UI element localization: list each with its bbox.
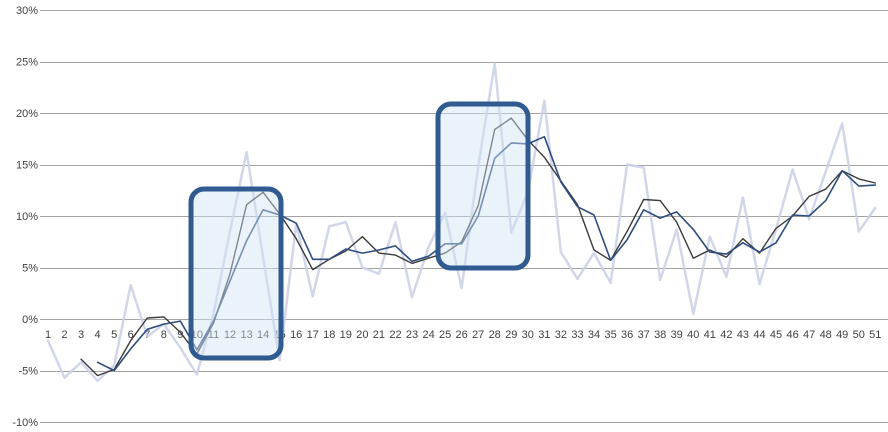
x-tick-label-17: 17 [307,329,319,341]
navy-series [96,135,877,372]
x-tick-label-10: 10 [191,329,203,341]
x-tick-label-31: 31 [538,329,550,341]
x-tick-label-3: 3 [78,329,84,341]
y-tick-label-15%: 15% [16,160,38,172]
x-tick-label-14: 14 [257,329,269,341]
x-tick-label-21: 21 [373,329,385,341]
x-tick-label-24: 24 [422,329,434,341]
x-tick-label-51: 51 [869,329,881,341]
x-tick-label-9: 9 [177,329,183,341]
y-tick-label--5%: -5% [18,366,38,378]
x-tick-label-48: 48 [820,329,832,341]
x-tick-label-4: 4 [95,329,101,341]
x-tick-label-29: 29 [505,329,517,341]
x-tick-label-20: 20 [356,329,368,341]
y-tick-label--10%: -10% [12,417,38,429]
x-tick-label-43: 43 [737,329,749,341]
x-tick-label-25: 25 [439,329,451,341]
x-tick-label-6: 6 [128,329,134,341]
y-tick-label-0%: 0% [22,314,38,326]
x-tick-label-27: 27 [472,329,484,341]
x-tick-label-33: 33 [571,329,583,341]
x-tick-label-1: 1 [45,329,51,341]
x-tick-label-16: 16 [290,329,302,341]
x-tick-label-22: 22 [389,329,401,341]
x-tick-label-28: 28 [489,329,501,341]
x-tick-label-30: 30 [522,329,534,341]
x-tick-label-12: 12 [224,329,236,341]
x-tick-label-46: 46 [786,329,798,341]
y-tick-label-5%: 5% [22,263,38,275]
x-tick-label-38: 38 [654,329,666,341]
x-tick-label-2: 2 [61,329,67,341]
lavender-volatile-series [46,62,877,383]
x-tick-label-35: 35 [604,329,616,341]
x-tick-label-44: 44 [753,329,765,341]
x-tick-label-11: 11 [208,329,219,341]
y-axis-tick-labels: 30% 25% 20% 15% 10% 5% 0% -5% -10% [12,5,38,429]
x-tick-label-39: 39 [671,329,683,341]
x-tick-label-34: 34 [588,329,600,341]
x-tick-label-49: 49 [836,329,848,341]
x-tick-label-37: 37 [638,329,650,341]
dark-gray-series [80,117,876,377]
y-tick-label-10%: 10% [16,211,38,223]
x-tick-label-19: 19 [340,329,352,341]
x-tick-label-50: 50 [853,329,865,341]
x-tick-label-42: 42 [720,329,732,341]
y-tick-label-30%: 30% [16,5,38,17]
highlight-box-periods-25-30 [435,101,531,271]
x-tick-label-36: 36 [621,329,633,341]
x-tick-label-41: 41 [704,329,716,341]
x-tick-label-26: 26 [455,329,467,341]
x-tick-label-40: 40 [687,329,699,341]
x-tick-label-8: 8 [161,329,167,341]
x-tick-label-23: 23 [406,329,418,341]
x-tick-label-47: 47 [803,329,815,341]
x-tick-label-18: 18 [323,329,335,341]
y-tick-label-25%: 25% [16,57,38,69]
highlight-box-periods-10-15 [188,186,284,361]
x-tick-label-45: 45 [770,329,782,341]
y-tick-label-20%: 20% [16,108,38,120]
x-tick-label-32: 32 [555,329,567,341]
x-tick-label-13: 13 [240,329,252,341]
x-tick-label-5: 5 [111,329,117,341]
